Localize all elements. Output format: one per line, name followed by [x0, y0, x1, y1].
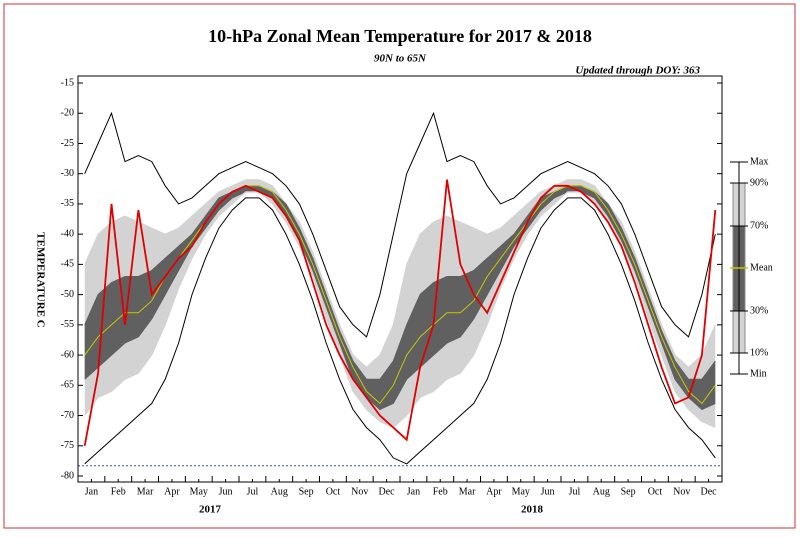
x-tick-label: Feb	[111, 486, 126, 497]
y-tick-label: -50	[61, 289, 74, 300]
year-label: 2017	[199, 504, 222, 516]
y-tick-label: -30	[61, 168, 74, 179]
x-tick-label: Sep	[299, 486, 314, 497]
x-tick-label: Feb	[433, 486, 448, 497]
band-area	[84, 179, 716, 428]
x-tick-label: Nov	[673, 486, 690, 497]
y-tick-label: -55	[61, 319, 74, 330]
y-tick-label: -40	[61, 228, 74, 239]
x-tick-label: May	[512, 486, 530, 497]
chart-title: 10-hPa Zonal Mean Temperature for 2017 &…	[208, 26, 592, 46]
x-tick-label: Jul	[247, 486, 259, 497]
x-tick-label: Jan	[85, 486, 98, 497]
x-tick-label: Mar	[459, 486, 476, 497]
series-line	[84, 111, 716, 338]
subtitle: 90N to 65N	[374, 53, 427, 65]
series-line	[84, 197, 716, 465]
observed-line	[83, 179, 717, 446]
y-tick-label: -65	[61, 380, 74, 391]
legend-label: 30%	[750, 305, 768, 316]
legend-label: Min	[750, 368, 767, 379]
x-tick-label: Jun	[219, 486, 233, 497]
x-tick-label: Apr	[486, 486, 502, 497]
x-tick-label: Oct	[326, 486, 341, 497]
y-tick-label: -20	[61, 108, 74, 119]
y-tick-label: -70	[61, 410, 74, 421]
x-tick-label: Aug	[593, 486, 610, 497]
series-line	[84, 185, 716, 405]
x-tick-label: Jun	[541, 486, 555, 497]
x-tick-label: Oct	[648, 486, 663, 497]
y-tick-label: -75	[61, 440, 74, 451]
x-tick-label: Mar	[137, 486, 154, 497]
series-line	[84, 185, 716, 380]
x-tick-label: Aug	[271, 486, 288, 497]
y-tick-label: -25	[61, 138, 74, 149]
x-tick-label: Dec	[379, 486, 396, 497]
year-label: 2018	[521, 504, 544, 516]
y-tick-label: -45	[61, 259, 74, 270]
legend-label: 10%	[750, 347, 768, 358]
x-tick-label: Dec	[701, 486, 718, 497]
series-line	[84, 191, 716, 411]
legend-label: 70%	[750, 220, 768, 231]
y-tick-label: -35	[61, 198, 74, 209]
legend-label: Mean	[750, 262, 773, 273]
legend-label: 90%	[750, 177, 768, 188]
band-area	[84, 185, 716, 410]
x-tick-label: Nov	[351, 486, 368, 497]
y-tick-label: -60	[61, 349, 74, 360]
y-tick-label: -80	[61, 470, 74, 481]
annotation: Updated through DOY: 363	[575, 65, 700, 77]
y-tick-label: -15	[61, 77, 74, 88]
x-tick-label: Sep	[621, 486, 636, 497]
x-tick-label: May	[190, 486, 208, 497]
frame	[3, 3, 796, 529]
y-axis-label: TEMPERATURE C	[34, 232, 46, 327]
x-tick-label: Jul	[569, 486, 581, 497]
x-tick-label: Apr	[164, 486, 180, 497]
legend-label: Max	[750, 156, 768, 167]
x-tick-label: Jan	[407, 486, 420, 497]
